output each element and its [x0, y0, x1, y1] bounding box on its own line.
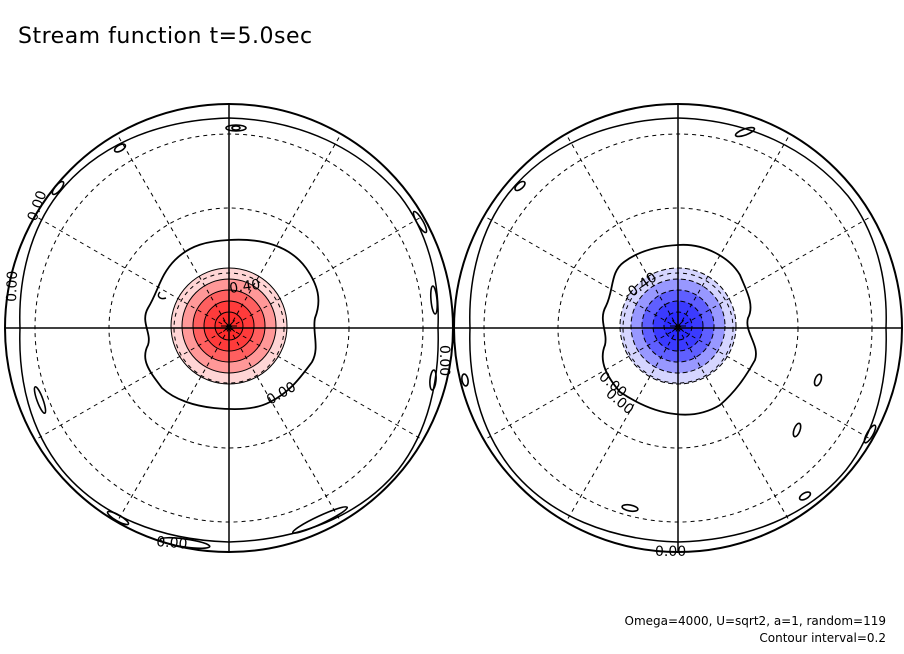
zero-contour	[601, 244, 757, 416]
right-hemisphere-panel: -0.40 0.00 0.00 0.00	[453, 103, 903, 560]
eddy-contour	[412, 210, 428, 234]
meridian-line	[228, 215, 424, 329]
meridian-line	[677, 215, 873, 329]
contour-label: 0.40	[228, 277, 261, 297]
contour-label: 0.00	[602, 386, 636, 418]
eddy-contour	[429, 369, 437, 391]
eddy-contour	[33, 386, 47, 414]
outer-zero-contour	[469, 117, 887, 543]
meridian-line	[116, 327, 230, 523]
eddy-contour	[514, 180, 526, 192]
eddy-contour	[863, 424, 877, 444]
contour-interval-note: Contour interval=0.2	[759, 631, 886, 645]
hemisphere-boundary	[453, 103, 903, 553]
eddy-contour	[225, 124, 247, 132]
meridian-line	[228, 133, 342, 329]
eddy-contour	[813, 373, 823, 387]
meridian-line	[565, 327, 679, 523]
meridian-lines	[483, 133, 873, 523]
eddy-contour	[429, 285, 439, 315]
meridian-line	[34, 327, 230, 441]
meridian-line	[677, 133, 791, 329]
contour-label: 0.00	[436, 345, 452, 376]
eddy-contour	[792, 422, 802, 438]
eddy-contour	[231, 125, 241, 131]
contour-label: 0.00	[655, 544, 686, 560]
vortex-center-mark	[677, 319, 685, 327]
eddy-contour	[461, 373, 469, 387]
meridian-line	[677, 327, 791, 523]
eddy-contour	[734, 126, 756, 138]
zero-contour	[144, 238, 320, 410]
eddy-contour	[798, 491, 812, 501]
vortex-center-mark	[228, 319, 236, 327]
zero-contour-small	[157, 291, 167, 300]
eddy-contour	[113, 143, 127, 153]
chart-title: Stream function t=5.0sec	[18, 24, 313, 49]
meridian-line	[677, 327, 873, 441]
meridian-lines	[34, 133, 424, 523]
eddy-contour	[291, 506, 349, 534]
eddy-contour	[621, 503, 639, 513]
vortex-center-mark	[671, 319, 679, 327]
meridian-line	[565, 133, 679, 329]
meridian-line	[228, 327, 424, 441]
parameter-note: Omega=4000, U=sqrt2, a=1, random=119	[624, 614, 887, 628]
meridian-line	[228, 327, 342, 523]
contour-label: 0.00	[25, 189, 51, 224]
meridian-line	[483, 327, 679, 441]
contour-label: 0.00	[156, 534, 188, 553]
meridian-line	[483, 215, 679, 329]
contour-label: 0.00	[4, 270, 21, 302]
vortex-center-mark	[222, 319, 230, 327]
meridian-line	[116, 133, 230, 329]
left-hemisphere-panel: 0.40 0.00 0.00 0.00 0.00 0.00	[4, 103, 454, 553]
meridian-line	[34, 215, 230, 329]
